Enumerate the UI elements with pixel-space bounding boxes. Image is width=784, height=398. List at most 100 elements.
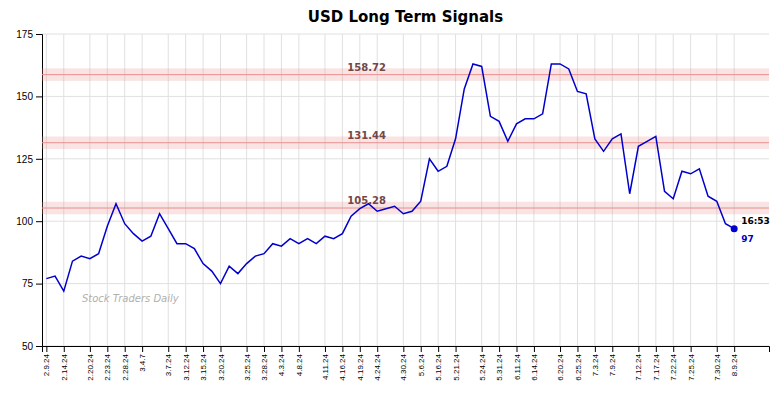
tick-mark [107,346,108,352]
tick: 2.20.24 [86,346,95,381]
grid-line [42,221,769,222]
tick-label: 4.11.24 [321,353,330,380]
tick-mark [456,346,457,352]
tick: 3.28.24 [260,346,269,381]
tick-label: 125 [16,154,33,165]
tick: 7.30.24 [713,346,722,381]
axis-line [43,347,770,353]
tick-mark [734,346,735,352]
tick-mark [46,346,47,352]
tick-mark [717,346,718,352]
tick: 3.7.24 [164,346,173,376]
tick-mark [482,346,483,352]
tick: 3.4.7 [138,346,147,372]
tick-label: 3.15.24 [199,353,208,380]
tick-mark [186,346,187,352]
line [46,64,734,291]
tick-label: 3.28.24 [260,353,269,380]
tick-label: 3.25.24 [243,353,252,380]
tick-mark [220,346,221,352]
tick: 2.28.24 [121,346,130,381]
tick: 175 [16,29,42,40]
tick: 4.19.24 [356,346,365,381]
reference-band [42,68,769,80]
tick-mark [517,346,518,352]
tick-mark [656,346,657,352]
tick: 7.25.24 [687,346,696,381]
tick-label: 7.17.24 [652,353,661,380]
tick-label: 6.14.24 [530,353,539,380]
title: USD Long Term Signals [308,8,503,26]
tick-label: 7.25.24 [687,353,696,380]
tick-mark [342,346,343,352]
tick-mark [36,34,42,35]
reference-label: 158.72 [347,62,386,73]
tick-mark [377,346,378,352]
tick: 4.30.24 [399,346,408,381]
tick-label: 6.20.24 [556,353,565,380]
tick-label: 7.22.24 [669,353,678,380]
tick-label: 5.16.24 [434,353,443,380]
tick: 7.9.24 [608,346,617,376]
grid-line [42,34,769,35]
reference-line [42,142,769,143]
tick: 4.16.24 [338,346,347,381]
tick-label: 4.19.24 [356,353,365,380]
tick-mark [691,346,692,352]
tick: 150 [16,91,42,102]
tick-label: 2.23.24 [103,353,112,380]
tick: 5.16.24 [434,346,443,381]
tick: 5.6.24 [417,346,426,376]
tick: 4.3.24 [277,346,286,376]
tick-label: 3.12.24 [182,353,191,380]
tick-mark [560,346,561,352]
tick: 5.24.24 [478,346,487,381]
reference-line [42,208,769,209]
tick-mark [360,346,361,352]
tick-mark [595,346,596,352]
tick-mark [36,346,42,347]
tick-label: 5.24.24 [478,353,487,380]
tick-label: 7.3.24 [591,353,600,376]
tick-mark [36,221,42,222]
data-label: 97 [741,234,754,244]
tick-mark [203,346,204,352]
tick-mark [247,346,248,352]
tick: 4.8.24 [295,346,304,376]
tick-label: 50 [22,341,34,352]
tick: 4.24.24 [373,346,382,381]
tick-mark [403,346,404,352]
tick-label: 5.6.24 [417,353,426,376]
annotation: 16:53 [741,216,770,226]
tick-label: 4.3.24 [277,353,286,376]
last-point [731,225,738,232]
tick-mark [299,346,300,352]
tick: 3.25.24 [243,346,252,381]
tick: 3.12.24 [182,346,191,381]
axis-line [36,35,43,347]
tick-label: 175 [16,29,33,40]
tick-mark [36,284,42,285]
tick-label: 5.31.24 [495,353,504,380]
tick-label: 3.4.7 [138,353,147,371]
tick: 7.12.24 [634,346,643,381]
tick: 3.15.24 [199,346,208,381]
tick-mark [264,346,265,352]
tick: 6.14.24 [530,346,539,381]
watermark: Stock Traders Daily [82,293,180,304]
tick: 8.9.24 [730,346,739,376]
tick-mark [577,346,578,352]
tick-label: 6.25.24 [574,353,583,380]
tick-label: 3.20.24 [217,353,226,380]
x-axis: 2.9.242.14.242.20.242.23.242.28.243.4.73… [42,346,769,381]
tick: 6.11.24 [513,346,522,380]
tick: 100 [16,216,42,227]
tick-mark [421,346,422,352]
tick-mark [36,159,42,160]
tick-mark [673,346,674,352]
tick-label: 4.30.24 [399,353,408,380]
tick: 2.23.24 [103,346,112,381]
tick: 3.20.24 [217,346,226,381]
tick-label: 4.24.24 [373,353,382,380]
tick: 7.22.24 [669,346,678,381]
